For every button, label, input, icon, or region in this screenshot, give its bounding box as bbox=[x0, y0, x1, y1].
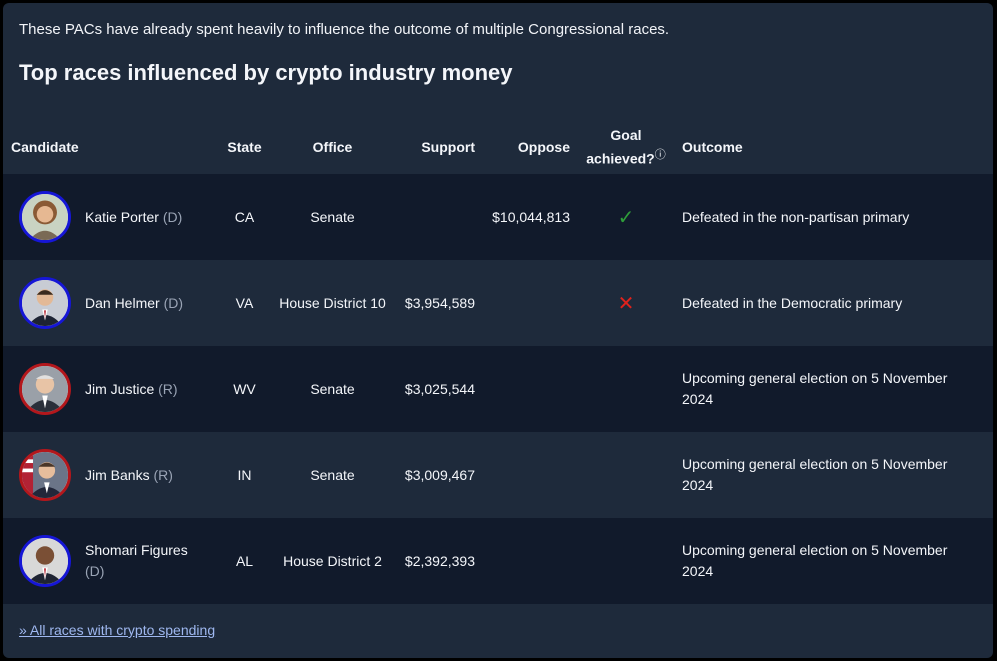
table-row: Jim Banks (R) IN Senate $3,009,467 Upcom… bbox=[3, 432, 993, 518]
support-cell: $3,954,589 bbox=[404, 295, 475, 311]
goal-cell bbox=[581, 432, 671, 518]
outcome-cell: Defeated in the non-partisan primary bbox=[682, 208, 910, 225]
support-cell: $3,025,544 bbox=[404, 381, 475, 397]
office-cell: House District 2 bbox=[283, 552, 382, 569]
support-cell bbox=[394, 174, 475, 260]
table-row: Dan Helmer (D) VA House District 10 $3,9… bbox=[3, 260, 993, 346]
state-cell: IN bbox=[237, 467, 252, 483]
avatar-photo-icon bbox=[22, 538, 68, 584]
header-office[interactable]: Office bbox=[312, 139, 353, 155]
candidate-party: (R) bbox=[153, 466, 173, 483]
avatar-photo-icon bbox=[22, 194, 68, 240]
candidate-party: (D) bbox=[162, 208, 183, 225]
avatar bbox=[19, 535, 71, 587]
candidate-party: (D) bbox=[85, 563, 105, 579]
table-row: Jim Justice (R) WV Senate $3,025,544 Upc… bbox=[3, 346, 993, 432]
state-cell: WV bbox=[233, 381, 256, 397]
header-state[interactable]: State bbox=[227, 139, 262, 155]
header-oppose[interactable]: Oppose bbox=[517, 139, 570, 155]
support-cell: $2,392,393 bbox=[404, 553, 475, 569]
candidate-name: Shomari Figures bbox=[85, 542, 188, 558]
header-outcome[interactable]: Outcome bbox=[682, 139, 743, 155]
avatar-photo-icon bbox=[22, 452, 68, 498]
support-cell: $3,009,467 bbox=[404, 467, 475, 483]
office-cell: Senate bbox=[310, 380, 355, 397]
avatar-photo-icon bbox=[22, 280, 68, 326]
goal-cell bbox=[581, 346, 671, 432]
table-row: Katie Porter (D) CA Senate $10,044,813 ✓… bbox=[3, 174, 993, 260]
header-support[interactable]: Support bbox=[421, 139, 475, 155]
outcome-cell: Upcoming general election on 5 November … bbox=[682, 370, 948, 407]
state-cell: CA bbox=[234, 209, 255, 225]
info-icon[interactable]: ⓘ bbox=[654, 149, 666, 162]
avatar-photo-icon bbox=[22, 366, 68, 412]
oppose-cell bbox=[475, 518, 570, 604]
candidate-name: Katie Porter bbox=[85, 208, 159, 225]
oppose-cell: $10,044,813 bbox=[492, 209, 570, 225]
state-cell: AL bbox=[235, 553, 254, 569]
cross-icon: ✕ bbox=[617, 292, 635, 315]
header-candidate[interactable]: Candidate bbox=[11, 139, 79, 155]
candidate-party: (R) bbox=[158, 380, 178, 397]
office-cell: Senate bbox=[310, 208, 355, 225]
check-icon: ✓ bbox=[617, 206, 635, 229]
table-header: Candidate State Office Support Oppose Go… bbox=[3, 121, 993, 173]
page-title: Top races influenced by crypto industry … bbox=[19, 60, 513, 85]
candidate-name: Dan Helmer bbox=[85, 294, 160, 311]
office-cell: Senate bbox=[310, 466, 355, 483]
avatar bbox=[19, 191, 71, 243]
oppose-cell bbox=[475, 346, 570, 432]
table-row: Shomari Figures (D) AL House District 2 $… bbox=[3, 518, 993, 604]
header-goal-line1: Goal bbox=[610, 127, 642, 144]
oppose-cell bbox=[475, 260, 570, 346]
header-goal-achieved[interactable]: Goal achieved?ⓘ bbox=[581, 121, 671, 173]
state-cell: VA bbox=[235, 295, 254, 311]
avatar bbox=[19, 449, 71, 501]
header-goal-line2: achieved? bbox=[586, 150, 655, 167]
avatar bbox=[19, 277, 71, 329]
intro-text: These PACs have already spent heavily to… bbox=[19, 21, 670, 38]
candidate-name: Jim Banks bbox=[85, 466, 150, 483]
candidate-party: (D) bbox=[163, 294, 184, 311]
candidate-name: Jim Justice bbox=[85, 380, 155, 397]
outcome-cell: Upcoming general election on 5 November … bbox=[682, 542, 948, 579]
outcome-cell: Upcoming general election on 5 November … bbox=[682, 456, 948, 493]
office-cell: House District 10 bbox=[279, 294, 386, 311]
all-races-link[interactable]: » All races with crypto spending bbox=[19, 622, 216, 638]
races-card: These PACs have already spent heavily to… bbox=[3, 3, 993, 658]
goal-cell bbox=[581, 518, 671, 604]
oppose-cell bbox=[475, 432, 570, 518]
avatar bbox=[19, 363, 71, 415]
outcome-cell: Defeated in the Democratic primary bbox=[682, 294, 903, 311]
